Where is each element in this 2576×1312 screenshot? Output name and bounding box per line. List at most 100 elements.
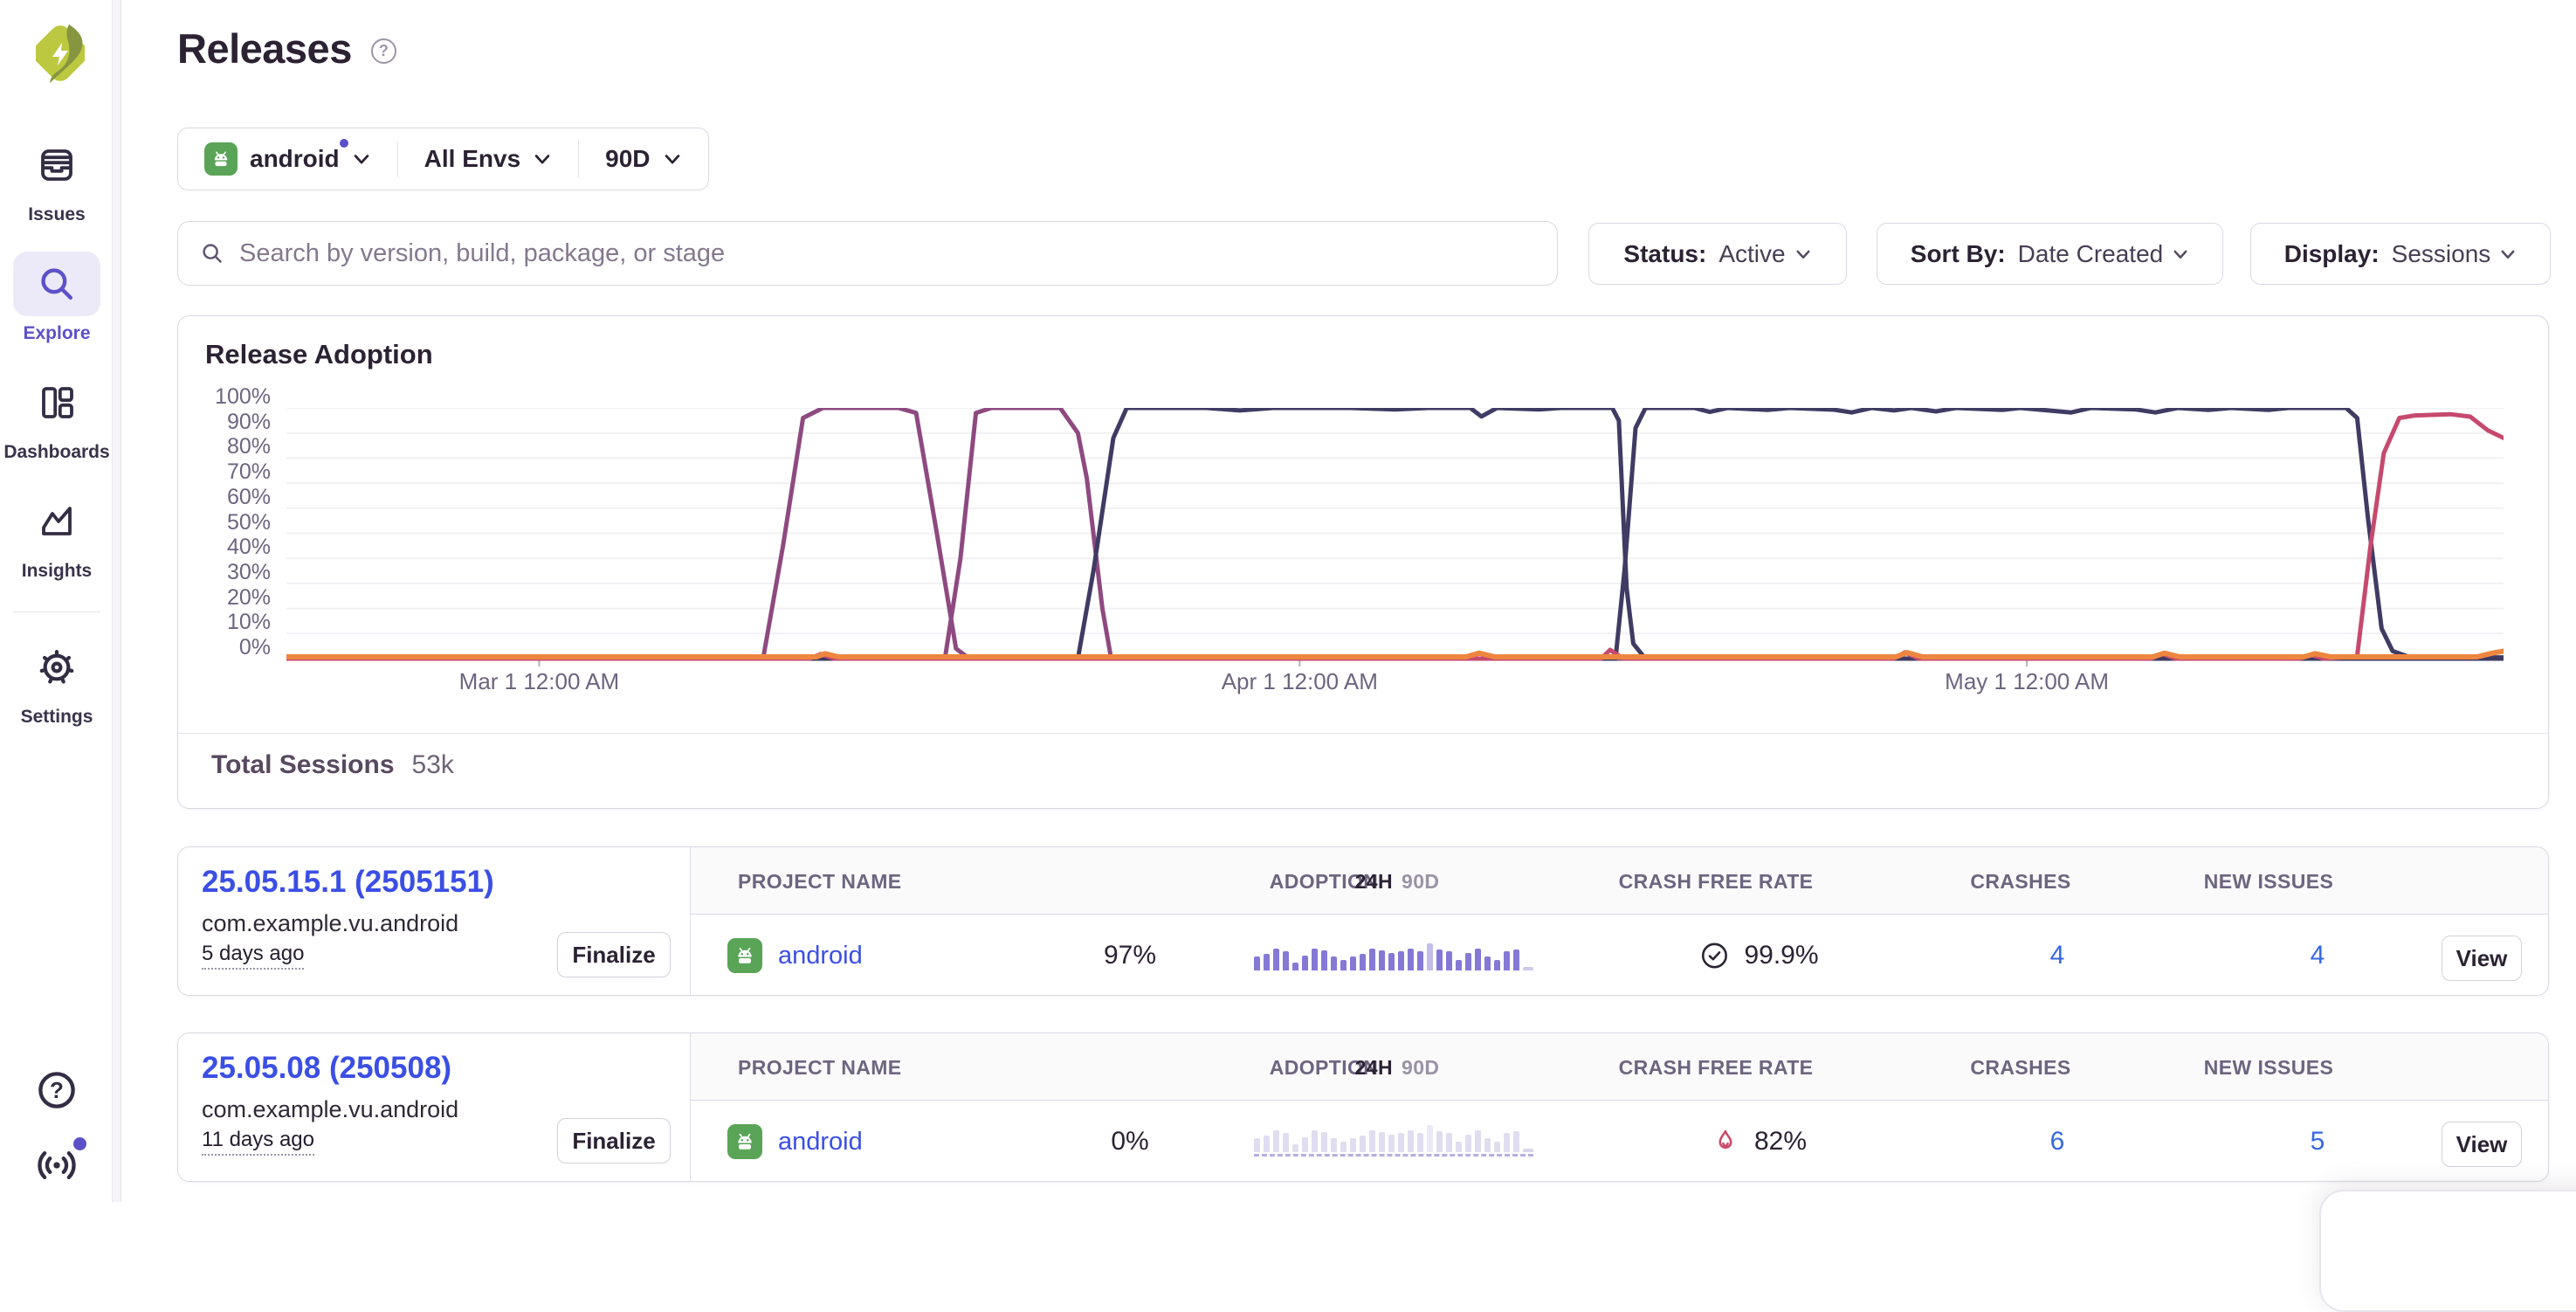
- sparkline-bar: [1302, 1137, 1308, 1152]
- project-filter-label: android: [250, 145, 340, 172]
- status-label: Status:: [1623, 240, 1706, 268]
- col-crash-free-rate: CRASH FREE RATE: [1619, 1056, 1814, 1080]
- col-project-name: PROJECT NAME: [738, 870, 902, 894]
- col-crashes: CRASHES: [1970, 870, 2070, 894]
- page-title: Releases: [177, 24, 352, 73]
- x-tick-label: Mar 1 12:00 AM: [459, 668, 620, 695]
- sparkline-bar: [1504, 1133, 1510, 1152]
- release-version-link[interactable]: 25.05.15.1 (2505151): [202, 865, 494, 900]
- y-tick-label: 30%: [178, 560, 271, 585]
- gear-icon: [13, 635, 100, 700]
- issues-icon: [13, 133, 100, 197]
- new-issues-link[interactable]: 5: [2311, 1127, 2325, 1157]
- display-label: Display:: [2284, 240, 2380, 268]
- sparkline-bar: [1446, 1133, 1452, 1152]
- col-project-name: PROJECT NAME: [738, 1056, 902, 1080]
- crash-free-cell: 82%: [1711, 1101, 1807, 1182]
- x-tick-label: May 1 12:00 AM: [1945, 668, 2109, 695]
- new-issues-cell: 5: [2311, 1101, 2325, 1182]
- sidebar-item-settings[interactable]: Settings: [13, 635, 100, 728]
- crash-free-value: 99.9%: [1744, 941, 1818, 970]
- sidebar-item-insights[interactable]: Insights: [13, 489, 100, 582]
- finalize-button[interactable]: Finalize: [557, 932, 671, 977]
- check-circle-icon: [1698, 940, 1730, 971]
- project-link[interactable]: android: [778, 1128, 863, 1157]
- environment-filter[interactable]: All Envs: [398, 128, 578, 190]
- chevron-down-icon: [533, 149, 552, 169]
- notification-dot: [73, 1137, 86, 1150]
- y-tick-label: 80%: [178, 434, 271, 459]
- floating-panel[interactable]: [2319, 1190, 2576, 1312]
- page-help-icon[interactable]: ?: [371, 38, 396, 64]
- sparkline-bar: [1513, 1131, 1519, 1152]
- sparkline-bar: [1465, 1135, 1471, 1152]
- release-row: 25.05.15.1 (2505151) com.example.vu.andr…: [177, 846, 2549, 996]
- view-button[interactable]: View: [2442, 936, 2522, 981]
- release-summary: 25.05.15.1 (2505151) com.example.vu.andr…: [178, 847, 691, 995]
- environment-filter-label: All Envs: [424, 145, 520, 173]
- sparkline-bar: [1436, 1131, 1443, 1152]
- broadcast-icon[interactable]: [32, 1141, 81, 1190]
- release-package: com.example.vu.android: [202, 1096, 458, 1123]
- sparkline-bar: [1254, 956, 1260, 970]
- android-project-icon: [727, 1124, 762, 1159]
- status-dropdown[interactable]: Status: Active: [1588, 223, 1847, 285]
- sort-value: Date Created: [2018, 240, 2164, 268]
- chevron-down-icon: [663, 149, 682, 169]
- insights-icon: [13, 489, 100, 554]
- sidebar-nav: Issues Explore Dashboards: [0, 133, 114, 754]
- sparkline-bar: [1475, 949, 1481, 970]
- finalize-button[interactable]: Finalize: [557, 1118, 671, 1164]
- y-tick-label: 90%: [178, 410, 271, 435]
- project-link[interactable]: android: [778, 942, 863, 970]
- crashes-cell: 4: [2050, 915, 2065, 996]
- sparkline-bar: [1427, 1125, 1433, 1152]
- release-package: com.example.vu.android: [202, 910, 458, 937]
- view-button[interactable]: View: [2442, 1122, 2522, 1167]
- search-icon: [199, 240, 225, 266]
- sparkline-bar: [1504, 951, 1510, 970]
- sparkline-bar: [1408, 1130, 1414, 1152]
- date-range-filter-label: 90D: [605, 145, 650, 173]
- new-issues-link[interactable]: 4: [2311, 941, 2325, 970]
- sidebar-item-explore[interactable]: Explore: [13, 252, 100, 344]
- sparkline-bar: [1456, 960, 1462, 970]
- project-cell: android: [727, 1101, 863, 1182]
- col-new-issues: NEW ISSUES: [2204, 1056, 2333, 1080]
- date-range-filter[interactable]: 90D: [579, 128, 707, 190]
- release-age[interactable]: 5 days ago: [202, 942, 304, 970]
- crashes-link[interactable]: 4: [2050, 941, 2065, 970]
- sparkline-bar: [1388, 1135, 1395, 1152]
- sort-label: Sort By:: [1911, 240, 2006, 268]
- help-icon[interactable]: ?: [32, 1066, 81, 1115]
- display-dropdown[interactable]: Display: Sessions: [2250, 223, 2551, 285]
- sparkline-bar: [1417, 1133, 1423, 1152]
- sort-by-dropdown[interactable]: Sort By: Date Created: [1877, 223, 2223, 285]
- sidebar-item-issues[interactable]: Issues: [13, 133, 100, 225]
- sparkline-bar: [1273, 1130, 1279, 1152]
- x-tick-label: Apr 1 12:00 AM: [1222, 668, 1378, 695]
- sidebar-item-dashboards[interactable]: Dashboards: [3, 370, 109, 463]
- project-cell: android: [727, 915, 863, 996]
- sparkline-bar: [1388, 953, 1395, 970]
- sparkline-bar: [1475, 1130, 1481, 1152]
- project-filter[interactable]: android: [178, 128, 397, 190]
- sparkline-bar: [1427, 943, 1433, 970]
- sparkline-bar: [1408, 949, 1414, 970]
- y-tick-label: 70%: [178, 459, 271, 485]
- sidebar: Issues Explore Dashboards: [0, 0, 121, 1202]
- sparkline-bar: [1350, 956, 1356, 970]
- y-tick-label: 10%: [178, 610, 271, 635]
- display-value: Sessions: [2392, 240, 2491, 268]
- crashes-link[interactable]: 6: [2050, 1127, 2065, 1157]
- sidebar-divider: [13, 611, 100, 612]
- android-project-icon: [204, 142, 238, 176]
- sparkline-bar: [1379, 950, 1385, 970]
- new-issues-cell: 4: [2311, 915, 2325, 996]
- release-age[interactable]: 11 days ago: [202, 1128, 314, 1156]
- adoption-chart[interactable]: [286, 408, 2504, 667]
- sentry-logo[interactable]: [36, 19, 85, 87]
- search-input[interactable]: [239, 239, 1557, 268]
- android-project-icon: [727, 938, 762, 973]
- release-version-link[interactable]: 25.05.08 (250508): [202, 1051, 451, 1086]
